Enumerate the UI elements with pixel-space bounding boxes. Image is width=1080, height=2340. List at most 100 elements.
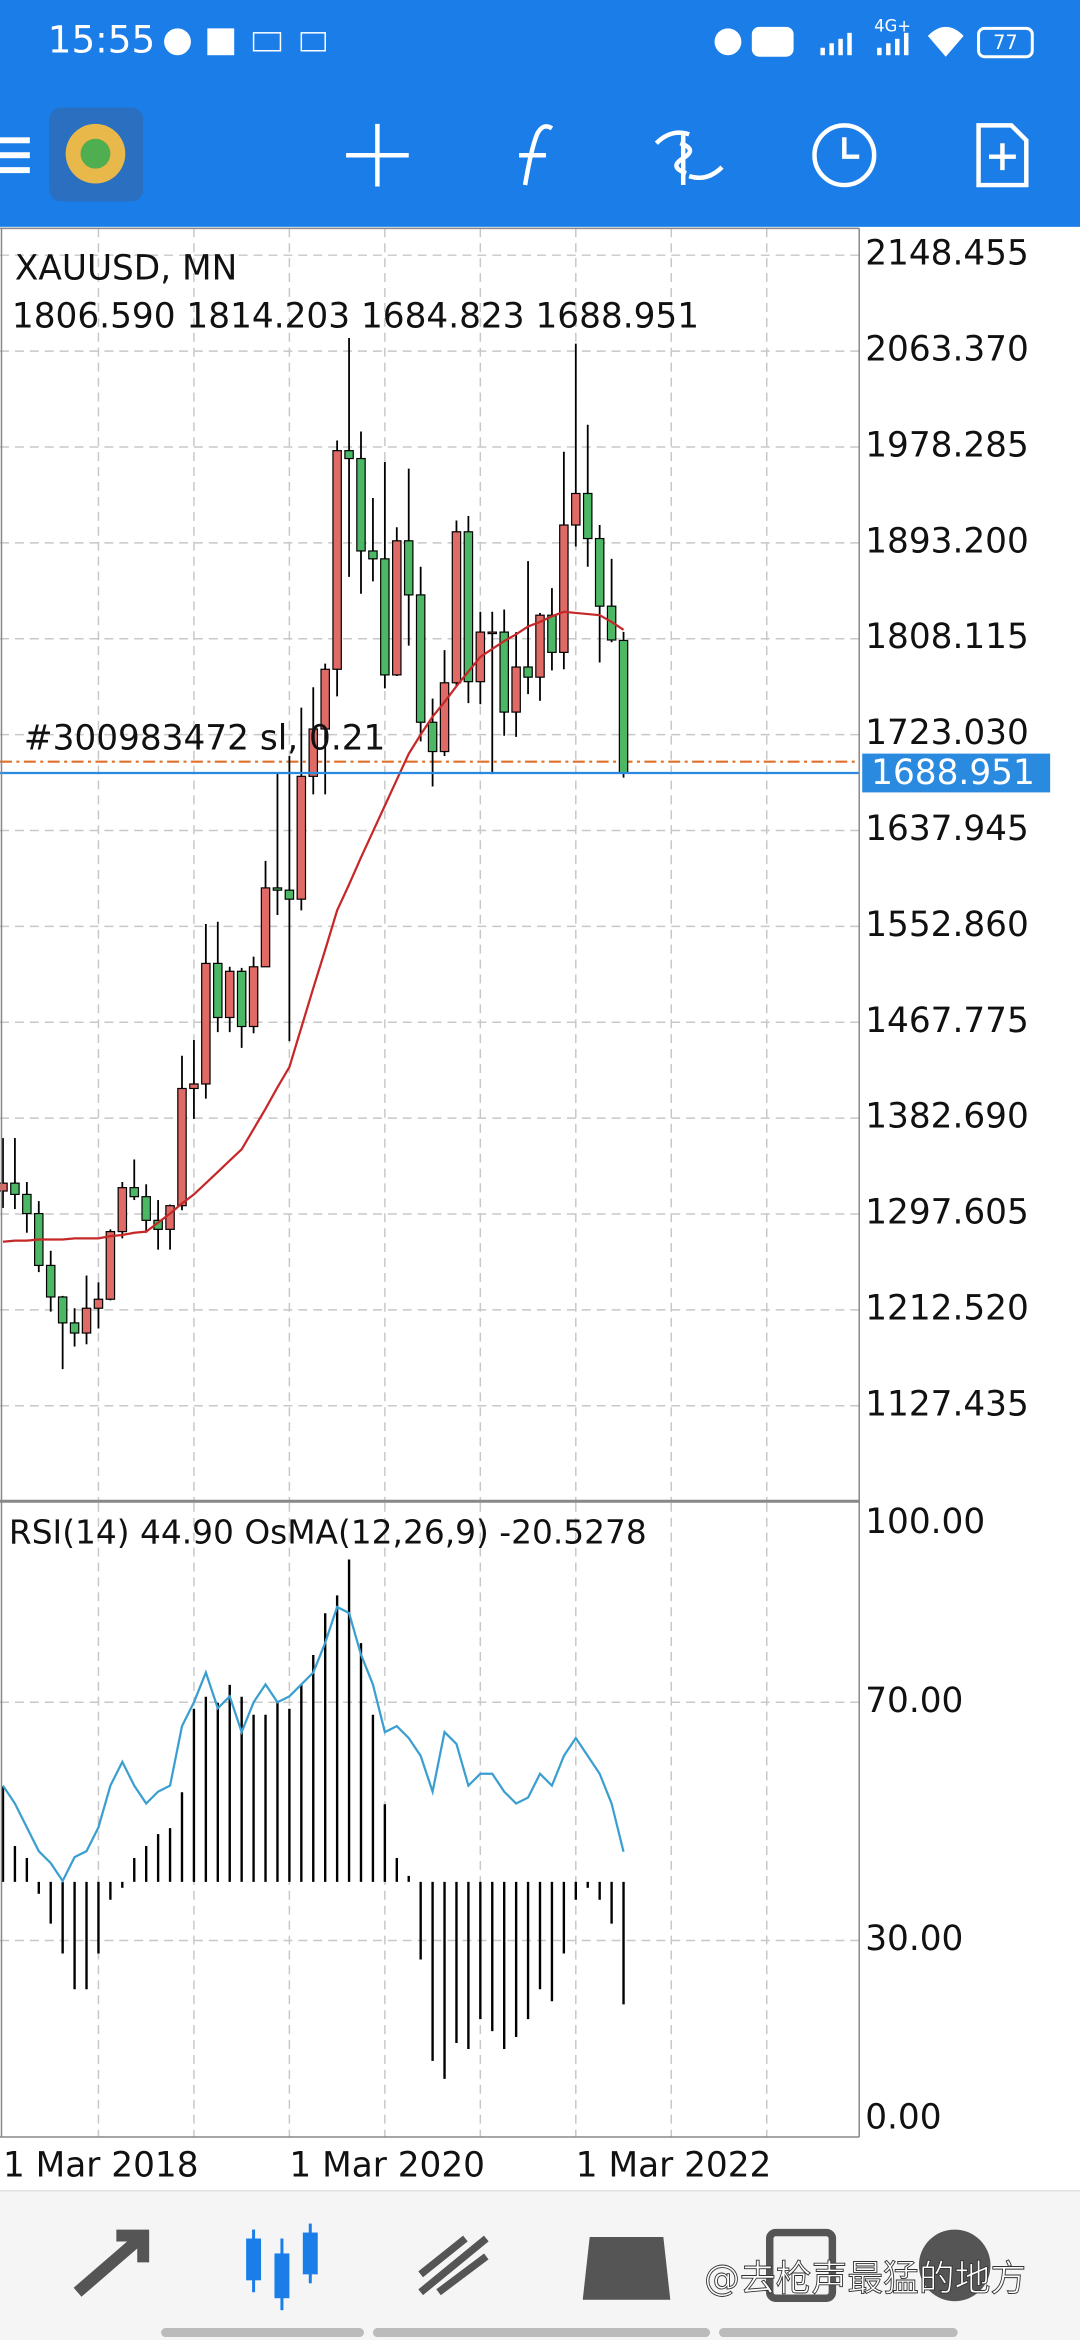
bottom-nav <box>0 2190 1080 2340</box>
candle-body <box>392 540 402 676</box>
candle-body <box>224 970 235 1019</box>
chart-title: XAUUSD, MN <box>15 249 237 289</box>
candle-body <box>260 887 271 968</box>
y-tick-label: 30.00 <box>865 1919 963 1959</box>
candle-body <box>380 558 390 676</box>
status-hd <box>751 26 794 57</box>
price-tag <box>862 753 1051 793</box>
candle-body <box>451 531 462 684</box>
y-tick-label: 0.00 <box>865 2098 941 2138</box>
period-button[interactable] <box>812 123 877 188</box>
chart-bg <box>0 228 1080 2191</box>
menu-button[interactable] <box>0 137 30 174</box>
candle-body <box>69 1322 80 1334</box>
template-button[interactable] <box>976 123 1029 188</box>
trade-button[interactable] <box>654 130 724 186</box>
watermark: @去枪声最猛的地方 <box>704 2258 1026 2299</box>
y-tick-label: 2148.455 <box>865 234 1029 274</box>
ma-line <box>2 610 625 1243</box>
nav-chart[interactable] <box>246 2223 318 2311</box>
candle-body <box>463 531 474 683</box>
candle-body <box>93 1298 104 1309</box>
indicators-button[interactable] <box>519 124 554 186</box>
candle-body <box>248 966 259 1028</box>
nav-quotes[interactable] <box>73 2229 150 2297</box>
x-tick-label: 1 Mar 2020 <box>289 2145 485 2185</box>
candle-body <box>547 614 557 653</box>
handle <box>372 2328 711 2338</box>
app-logo-mark <box>80 138 111 169</box>
handle <box>161 2328 364 2338</box>
candle-body <box>368 550 378 560</box>
rsi-line <box>2 1605 625 1884</box>
candle-body <box>201 962 211 1085</box>
y-tick-label: 1637.945 <box>865 809 1029 849</box>
candle-body <box>236 970 247 1028</box>
ohlc-text: 1806.590 1814.203 1684.823 1688.951 <box>12 296 699 336</box>
plot-area <box>0 228 860 2138</box>
candle-body <box>618 639 629 774</box>
candle-body <box>499 631 509 713</box>
candle-body <box>105 1231 116 1300</box>
y-tick-label: 1723.030 <box>865 713 1029 753</box>
candle-body <box>0 1182 8 1192</box>
candle-body <box>141 1196 151 1221</box>
candle-body <box>487 631 498 635</box>
x-tick-label: 1 Mar 2022 <box>576 2145 772 2185</box>
y-tick-label: 1893.200 <box>865 521 1029 561</box>
y-tick-label: 1297.605 <box>865 1193 1029 1233</box>
y-tick-label: 1382.690 <box>865 1097 1029 1137</box>
y-tick-label: 70.00 <box>865 1681 963 1721</box>
y-tick-label: 2063.370 <box>865 330 1029 370</box>
crosshair-button[interactable] <box>346 123 409 187</box>
status-time: 15:55 <box>48 17 155 61</box>
header-bg <box>0 0 1080 227</box>
candle-body <box>177 1087 187 1207</box>
handle <box>719 2328 958 2338</box>
candle-body <box>57 1296 68 1324</box>
y-tick-label: 1808.115 <box>865 617 1029 657</box>
status-battery <box>977 26 1034 59</box>
candle-body <box>511 666 521 713</box>
candle-body <box>439 682 450 753</box>
candle-body <box>284 889 295 900</box>
y-tick-label: 1552.860 <box>865 905 1029 945</box>
nav-settings[interactable] <box>918 2229 991 2302</box>
candle-body <box>535 614 545 678</box>
status-signal <box>820 32 909 56</box>
candle-body <box>272 887 283 891</box>
candle-body <box>296 775 307 900</box>
status-icon <box>207 28 235 56</box>
candle-body <box>117 1187 128 1233</box>
y-tick-label: 1467.775 <box>865 1001 1029 1041</box>
y-tick-label: 1127.435 <box>865 1384 1029 1424</box>
candle-body <box>523 666 533 678</box>
candle-body <box>10 1182 20 1196</box>
status-alarm <box>714 28 742 56</box>
candle-body <box>320 668 330 730</box>
y-tick-label: 1212.520 <box>865 1288 1029 1328</box>
candle-body <box>594 537 605 607</box>
candle-body <box>427 721 438 753</box>
status-wifi <box>927 26 964 57</box>
indicator-label: RSI(14) 44.90 OsMA(12,26,9) -20.5278 <box>9 1514 647 1552</box>
candle-body <box>81 1307 92 1334</box>
status-network: 4G+ <box>874 16 911 35</box>
candle-body <box>189 1083 199 1090</box>
candle-body <box>129 1187 140 1198</box>
candle-body <box>582 492 593 540</box>
y-tick-label: 100.00 <box>865 1502 985 1542</box>
order-label: #300983472 sl, 0.21 <box>24 719 386 759</box>
nav-news[interactable] <box>765 2228 837 2302</box>
candle-body <box>415 594 426 723</box>
nav-trade[interactable] <box>418 2235 489 2296</box>
candle-body <box>571 492 581 526</box>
price-tag-label: 1688.951 <box>871 753 1035 793</box>
candle-body <box>308 728 319 777</box>
candle-body <box>45 1264 56 1298</box>
candle-body <box>332 450 342 670</box>
candle-body <box>22 1193 32 1215</box>
candle-body <box>165 1205 175 1230</box>
status-icon <box>164 28 191 56</box>
nav-history[interactable] <box>582 2237 671 2300</box>
